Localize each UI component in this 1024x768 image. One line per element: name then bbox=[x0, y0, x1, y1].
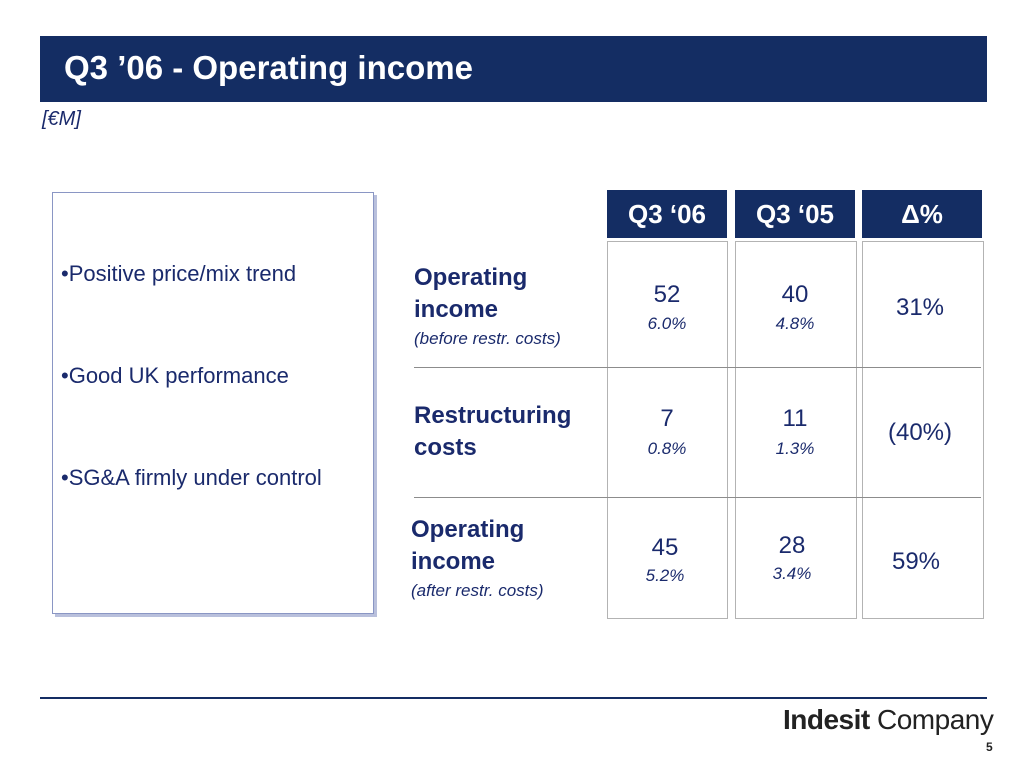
cell-value: 7 bbox=[660, 405, 674, 432]
cell-value: 11 bbox=[782, 405, 808, 432]
row-sublabel: (after restr. costs) bbox=[411, 581, 544, 600]
row-label-text: Restructuring costs bbox=[414, 402, 572, 461]
cell-value: 45 bbox=[651, 534, 679, 561]
row-label-text: Operating income bbox=[414, 264, 528, 323]
bullet-item: •Positive price/mix trend bbox=[61, 261, 297, 286]
page-number: 5 bbox=[986, 740, 993, 754]
cell-delta: 31% bbox=[895, 294, 945, 321]
cell-delta: 59% bbox=[891, 548, 941, 575]
header-q3-06: Q3 ‘06 bbox=[607, 190, 727, 238]
brand-name-regular: Company bbox=[877, 704, 994, 735]
cell-margin: 5.2% bbox=[645, 566, 685, 585]
cell-value: 40 bbox=[781, 281, 809, 308]
cell-margin: 4.8% bbox=[775, 314, 815, 333]
row-label-operating-income-after: Operating income (after restr. costs) bbox=[411, 514, 591, 602]
row-label-restructuring-costs: Restructuring costs bbox=[414, 400, 604, 464]
cell-value: 28 bbox=[778, 532, 806, 559]
brand-logo: Indesit Company bbox=[783, 704, 994, 736]
row-divider bbox=[414, 367, 981, 368]
column-q3-05 bbox=[735, 241, 857, 619]
row-sublabel: (before restr. costs) bbox=[414, 329, 561, 348]
cell-value: 52 bbox=[653, 281, 681, 308]
bullet-item: •Good UK performance bbox=[61, 363, 289, 388]
column-delta bbox=[862, 241, 984, 619]
column-q3-06 bbox=[607, 241, 728, 619]
bullet-box: •Positive price/mix trend •Good UK perfo… bbox=[52, 192, 374, 614]
row-divider bbox=[414, 497, 981, 498]
slide-title: Q3 ’06 - Operating income bbox=[64, 49, 473, 86]
cell-margin: 1.3% bbox=[775, 439, 815, 458]
header-delta: Δ% bbox=[862, 190, 982, 238]
cell-margin: 3.4% bbox=[772, 564, 812, 583]
row-label-operating-income-before: Operating income (before restr. costs) bbox=[414, 262, 594, 350]
unit-label: [€M] bbox=[42, 108, 81, 130]
cell-margin: 0.8% bbox=[647, 439, 687, 458]
bullet-item: •SG&A firmly under control bbox=[61, 465, 322, 490]
footer-divider bbox=[40, 697, 987, 699]
cell-delta: (40%) bbox=[887, 419, 953, 446]
header-q3-05: Q3 ‘05 bbox=[735, 190, 855, 238]
cell-margin: 6.0% bbox=[647, 314, 687, 333]
title-bar: Q3 ’06 - Operating income bbox=[40, 36, 987, 102]
brand-name-bold: Indesit bbox=[783, 704, 870, 735]
row-label-text: Operating income bbox=[411, 516, 525, 575]
